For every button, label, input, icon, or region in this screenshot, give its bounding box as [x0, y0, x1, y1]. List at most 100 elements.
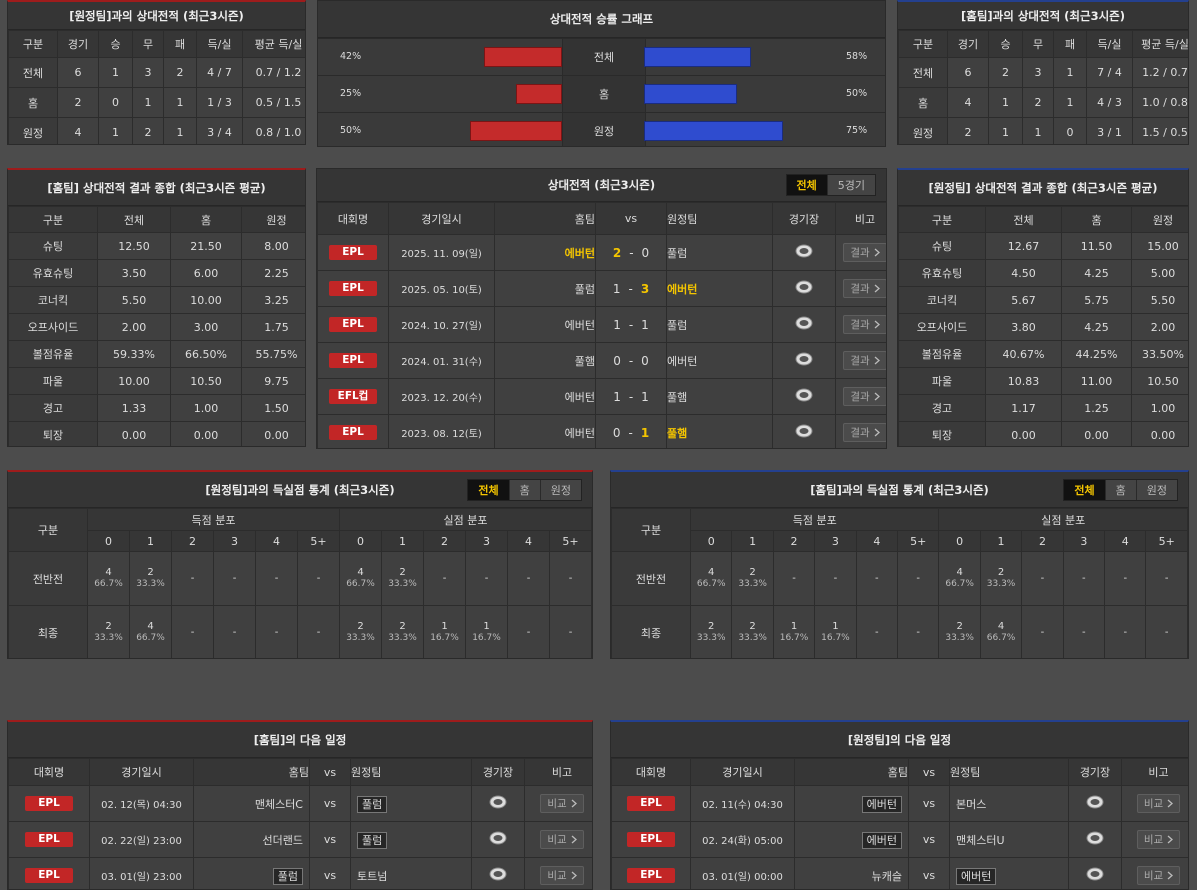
button-label: 비교	[1143, 798, 1164, 810]
home-team: 에버턴	[861, 795, 902, 813]
cell: -	[255, 605, 298, 658]
button[interactable]: 결과	[843, 315, 886, 334]
chevron	[571, 835, 577, 844]
cell: -	[1021, 605, 1064, 658]
cell: 결과	[835, 306, 886, 343]
chevron	[571, 799, 577, 808]
away-team: 에버턴	[666, 270, 773, 307]
count: -	[1082, 572, 1086, 584]
table: 대회명 경기일시 홈팀 vs 원정팀 경기장 비고 EPL 02. 12(목) 04:30 맨체스…	[8, 758, 592, 889]
percent: 16.7%	[821, 633, 850, 643]
cell: 비교	[1121, 821, 1188, 858]
tab[interactable]: 전체	[1064, 479, 1105, 500]
stadium	[471, 857, 525, 889]
tab[interactable]: 원정	[1135, 479, 1177, 500]
table-row: 퇴장 0.00 0.00 0.00	[898, 421, 1188, 446]
cell: -	[1104, 551, 1147, 606]
button[interactable]: 비교	[540, 794, 584, 813]
column-header: 비고	[835, 202, 886, 235]
cell: 40.67%	[985, 340, 1062, 368]
cell: 4 66.7%	[129, 605, 172, 658]
column-header: 4	[1104, 530, 1147, 552]
button[interactable]: 비교	[1136, 794, 1181, 813]
table-row: 경고 1.33 1.00 1.50	[8, 394, 305, 422]
button[interactable]: 결과	[843, 279, 886, 298]
cell: 2.00	[97, 313, 171, 341]
stadium-icon	[489, 831, 507, 845]
group-header: 득점 분포	[87, 508, 340, 531]
cell: 1 16.7%	[814, 605, 857, 658]
button[interactable]: 결과	[843, 387, 886, 406]
stadium-field	[799, 428, 809, 434]
cell: 5.50	[97, 286, 171, 314]
button-label: 결과	[850, 391, 870, 403]
column-header: 경기장	[772, 202, 836, 235]
table-row: 최종 2 33.3% 4 66.7% - - - -2 33.3% 2 33.3% 1 16.7% 1 16.…	[8, 605, 592, 658]
button[interactable]: 비교	[1136, 866, 1181, 885]
tab[interactable]: 전체	[468, 479, 509, 500]
table-row: 유효슈팅 4.50 4.25 5.00	[898, 259, 1188, 287]
percent: 16.7%	[779, 633, 809, 643]
table-row: 슈팅 12.50 21.50 8.00	[8, 232, 305, 260]
match-row: EPL 02. 11(수) 04:30 에버턴 vs 본머스 비교	[611, 785, 1188, 822]
cell: -	[855, 605, 899, 658]
cell: -	[897, 551, 940, 606]
button[interactable]: 결과	[843, 423, 886, 442]
home-team: 에버턴	[861, 831, 902, 849]
home-score: 2	[612, 245, 622, 260]
cell: -	[255, 551, 298, 606]
row-label: 유효슈팅	[8, 259, 98, 287]
column-header: 대회명	[611, 758, 691, 786]
tab[interactable]: 전체	[786, 175, 827, 195]
right-label: 75%	[846, 125, 868, 136]
tabs: 전체 홈 원정	[1063, 478, 1178, 501]
away-score: 0	[641, 245, 650, 260]
cell: 10.00	[97, 367, 171, 395]
home-summary-panel: [홈팀] 상대전적 결과 종합 (최근3시즌 평균) 구분 전체 홈 원정 슈팅 12.50…	[7, 168, 306, 447]
column-header: vs	[595, 202, 667, 235]
chevron-line	[874, 392, 880, 401]
cell: -	[213, 605, 256, 658]
button[interactable]: 비교	[1136, 830, 1181, 849]
column-header: 대회명	[317, 202, 389, 235]
button[interactable]: 결과	[843, 351, 886, 370]
count: -	[1123, 626, 1128, 638]
column-header: 4	[855, 530, 899, 552]
stadium-field	[1090, 799, 1100, 805]
tab[interactable]: 홈	[508, 479, 540, 500]
chevron	[874, 356, 880, 365]
column-header: 전체	[97, 206, 171, 233]
percent: 33.3%	[738, 579, 767, 589]
button[interactable]: 비교	[540, 830, 584, 849]
stadium	[772, 378, 836, 415]
stadium	[772, 234, 836, 271]
schedule-panel: [홈팀]의 다음 일정 대회명 경기일시 홈팀 vs 원정팀 경기장 비고 EPL 02. 12(…	[7, 720, 593, 890]
cell: -	[465, 551, 508, 606]
score: 1-1	[595, 306, 667, 343]
button[interactable]: 결과	[843, 243, 886, 262]
left-label: 50%	[340, 125, 362, 136]
column-header: 2	[1021, 530, 1064, 552]
cell: 0	[98, 87, 133, 118]
vs: vs	[309, 821, 351, 858]
cell: 10.00	[170, 286, 242, 314]
tab[interactable]: 원정	[539, 479, 581, 500]
count: -	[190, 572, 195, 584]
stadium	[1068, 857, 1122, 889]
away-summary-panel: [원정팀] 상대전적 결과 종합 (최근3시즌 평균) 구분 전체 홈 원정 슈팅 12.6…	[897, 168, 1189, 447]
tab[interactable]: 5경기	[826, 175, 875, 195]
cell: 비교	[524, 857, 592, 889]
cell: -	[1062, 605, 1106, 658]
cell: 2	[163, 57, 197, 88]
row-label: 경고	[898, 394, 986, 422]
column-row: 0 1 2 3 4 5+ 0 1 2 3 4 5+	[612, 530, 1188, 552]
tab[interactable]: 홈	[1104, 479, 1136, 500]
cell: 5.50	[1131, 286, 1188, 314]
button[interactable]: 비교	[540, 866, 584, 885]
header-row: 구분 경기 승 무 패 득/실 평균 득/실	[898, 30, 1188, 58]
column-header: 5+	[1145, 530, 1188, 552]
cell: 8.00	[241, 232, 305, 260]
cell: -	[297, 605, 340, 658]
panel-title-bar: 상대전적 승률 그래프	[318, 1, 885, 38]
